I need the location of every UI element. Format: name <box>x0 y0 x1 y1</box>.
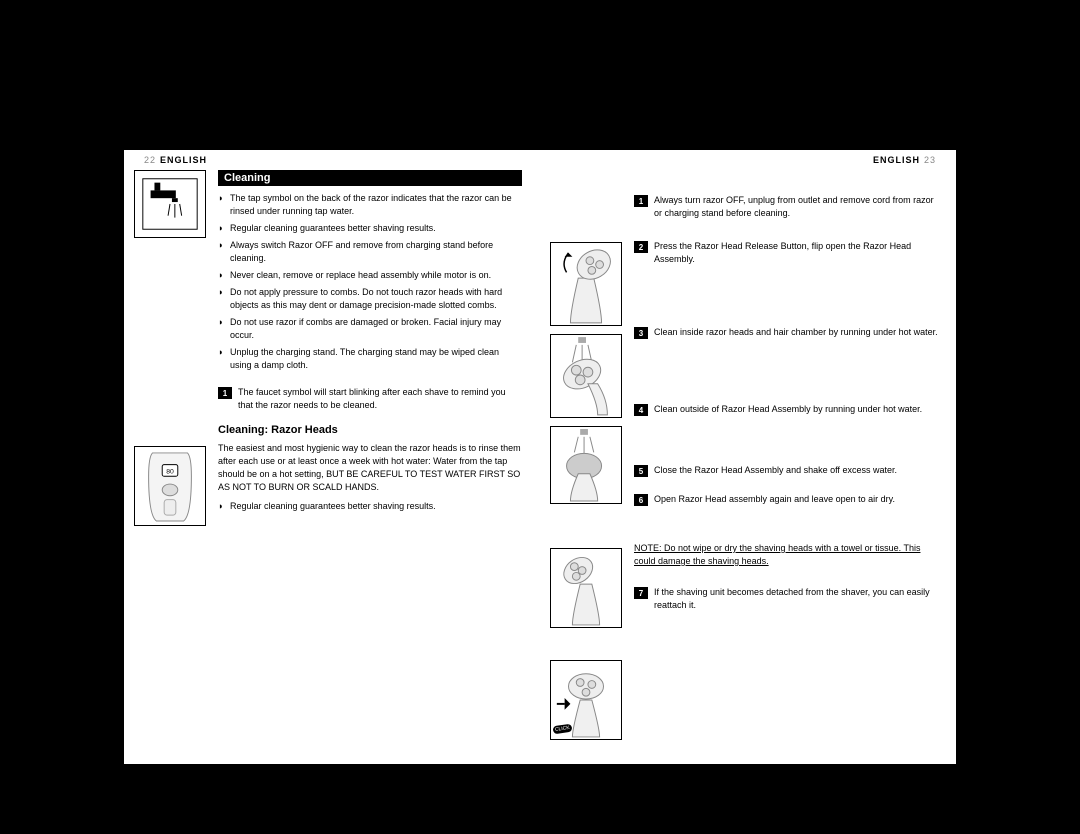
svg-text:80: 80 <box>166 468 174 475</box>
bullet-item: ◗Never clean, remove or replace head ass… <box>218 269 522 282</box>
tap-symbol-figure <box>134 170 206 238</box>
left-illustration-gutter: 80 <box>132 170 218 534</box>
reattach-figure: CLICK <box>550 660 622 740</box>
razor-display-figure: 80 <box>134 446 206 526</box>
subsection-heading: Cleaning: Razor Heads <box>218 424 522 436</box>
left-page-number: 22 <box>144 155 156 165</box>
bullet-item: ◗Do not apply pressure to combs. Do not … <box>218 286 522 312</box>
step-number-box: 2 <box>634 241 648 253</box>
page-spread: 22 ENGLISH <box>124 150 956 764</box>
step-number-box: 7 <box>634 587 648 599</box>
numbered-reminder: 1 The faucet symbol will start blinking … <box>218 386 522 412</box>
bullet-item: ◗Unplug the charging stand. The charging… <box>218 346 522 372</box>
right-content: 1 Always turn razor OFF, unplug from out… <box>634 170 948 748</box>
section-heading-cleaning: Cleaning <box>218 170 522 186</box>
step-item: 2 Press the Razor Head Release Button, f… <box>634 240 938 266</box>
step-item: 7 If the shaving unit becomes detached f… <box>634 586 938 612</box>
step-number-box: 4 <box>634 404 648 416</box>
rinse-outside-figure <box>550 426 622 504</box>
right-illustration-gutter: CLICK <box>548 170 634 748</box>
rinse-inside-figure <box>550 334 622 418</box>
bullet-item: ◗Regular cleaning guarantees better shav… <box>218 500 522 513</box>
step-item: 5 Close the Razor Head Assembly and shak… <box>634 464 938 477</box>
step-item: 3 Clean inside razor heads and hair cham… <box>634 326 938 339</box>
reminder-text: The faucet symbol will start blinking af… <box>238 386 522 412</box>
step-number-box: 3 <box>634 327 648 339</box>
step-number-box: 1 <box>634 195 648 207</box>
bullet-item: ◗Regular cleaning guarantees better shav… <box>218 222 522 235</box>
step-number-box: 1 <box>218 387 232 399</box>
left-language-label: ENGLISH <box>160 155 207 165</box>
left-page-header: 22 ENGLISH <box>124 150 540 170</box>
right-language-label: ENGLISH <box>873 155 920 165</box>
bullet-item: ◗Always switch Razor OFF and remove from… <box>218 239 522 265</box>
bullet-item: ◗Do not use razor if combs are damaged o… <box>218 316 522 342</box>
step-number-box: 6 <box>634 494 648 506</box>
air-dry-figure <box>550 548 622 628</box>
step-item: 4 Clean outside of Razor Head Assembly b… <box>634 403 938 416</box>
page-left: 22 ENGLISH <box>124 150 540 764</box>
right-page-number: 23 <box>924 155 936 165</box>
razor-heads-paragraph: The easiest and most hygienic way to cle… <box>218 442 522 494</box>
page-right: ENGLISH 23 <box>540 150 956 764</box>
bullet-item: ◗The tap symbol on the back of the razor… <box>218 192 522 218</box>
step-item: 6 Open Razor Head assembly again and lea… <box>634 493 938 506</box>
warning-note: NOTE: Do not wipe or dry the shaving hea… <box>634 542 938 568</box>
right-page-header: ENGLISH 23 <box>540 150 956 170</box>
open-head-figure <box>550 242 622 326</box>
step-item: 1 Always turn razor OFF, unplug from out… <box>634 194 938 220</box>
left-content: Cleaning ◗The tap symbol on the back of … <box>218 170 532 534</box>
step-number-box: 5 <box>634 465 648 477</box>
